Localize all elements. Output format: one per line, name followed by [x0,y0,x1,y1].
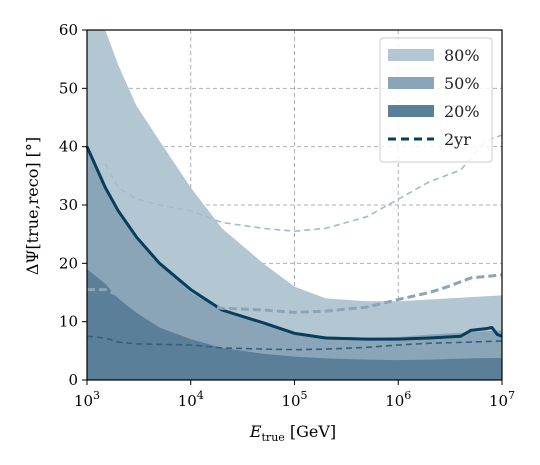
legend-swatch [388,49,434,61]
legend-swatch [388,77,434,89]
y-tick-label: 0 [68,371,78,389]
legend-label: 20% [444,102,480,121]
legend-frame [379,37,493,163]
band-20pct [87,269,502,380]
series-line-median [85,146,503,341]
y-tick-label: 60 [59,21,78,39]
lines [85,134,503,351]
y-tick-label: 20 [59,254,78,272]
x-axis-label-unit: [GeV] [285,422,336,441]
series-line-2yr50 [87,273,503,314]
legend-label: 2yr [444,130,471,149]
y-tick-label: 30 [59,196,78,214]
y-tick-label: 50 [59,79,78,97]
series-line-2yr80 [104,134,503,233]
legend-label: 50% [444,74,480,93]
y-axis-label: ΔΨ[true,reco] [°] [23,137,42,275]
x-tick-label: 107 [489,389,515,410]
x-axis-label-symbol: E [249,422,262,441]
bands [87,30,502,380]
x-tick-label: 103 [74,389,100,410]
legend-swatch [388,105,434,117]
ticks: 103 104 105 106 107 0 10 20 30 40 50 60 [59,21,515,410]
x-tick-label: 106 [385,389,411,410]
legend: 80% 50% 20% 2yr [379,37,493,163]
x-tick-label: 105 [281,389,307,410]
y-tick-label: 40 [59,138,78,156]
series-line-2yr20 [86,335,503,351]
band-50pct [87,146,502,380]
x-axis-label: Etrue [GeV] [249,422,336,444]
y-tick-label: 10 [59,313,78,331]
x-axis-label-subscript: true [262,431,285,444]
legend-label: 80% [444,46,480,65]
x-tick-label: 104 [178,389,204,410]
